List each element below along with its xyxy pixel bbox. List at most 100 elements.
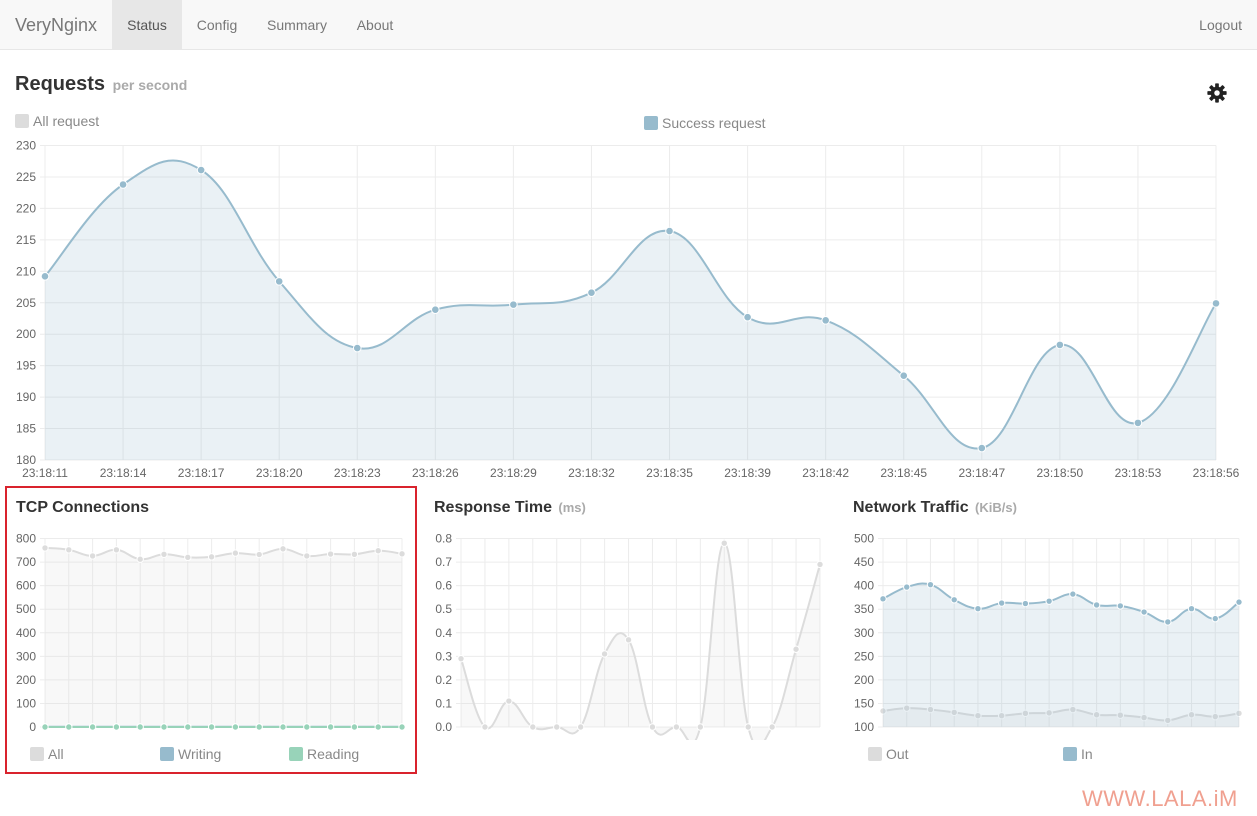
data-point — [1140, 608, 1148, 616]
data-point — [879, 707, 887, 715]
series-area — [45, 547, 402, 727]
gear-icon[interactable] — [1206, 82, 1228, 104]
x-tick-label: 23:18:11 — [22, 466, 68, 480]
legend-out[interactable]: Out — [868, 746, 909, 762]
data-point — [743, 312, 752, 322]
legend-all-request[interactable]: All request — [15, 113, 99, 129]
y-tick-label: 150 — [854, 696, 874, 710]
series-area — [883, 708, 1239, 727]
data-point — [184, 553, 192, 562]
data-point — [1211, 299, 1221, 308]
data-point — [1092, 601, 1101, 609]
x-tick-label: 23:18:23 — [334, 466, 381, 480]
y-tick-label: 230 — [16, 139, 36, 153]
data-point — [926, 580, 935, 589]
y-tick-label: 0.4 — [435, 626, 452, 640]
x-tick-label: 23:18:50 — [1037, 466, 1084, 480]
data-point — [1235, 709, 1243, 718]
requests-chart: 180 185 190 195 200 205 210 215 220 225 230 23:18:1… — [16, 139, 1240, 481]
y-tick-label: 600 — [16, 579, 36, 593]
y-tick-label: 700 — [16, 555, 36, 569]
data-point — [196, 165, 206, 175]
data-point — [160, 550, 168, 558]
data-point — [1116, 602, 1125, 610]
network-chart: 100 150 200 250 300 350 400 450 500 — [854, 532, 1243, 734]
data-point — [505, 697, 513, 705]
data-point — [997, 599, 1006, 607]
tab-status[interactable]: Status — [112, 0, 182, 50]
y-tick-label: 220 — [16, 201, 36, 215]
y-tick-label: 0.5 — [435, 602, 452, 616]
data-point — [899, 371, 909, 381]
x-tick-label: 23:18:14 — [100, 466, 147, 480]
series-area — [461, 543, 820, 740]
legend-in[interactable]: In — [1063, 746, 1093, 762]
x-tick-label: 23:18:53 — [1115, 466, 1162, 480]
data-point — [1164, 618, 1172, 626]
data-point — [1235, 598, 1243, 606]
tab-about[interactable]: About — [356, 17, 394, 33]
data-point — [903, 583, 911, 591]
y-tick-label: 200 — [16, 327, 36, 341]
data-point — [587, 288, 596, 297]
legend-label: Success request — [662, 115, 766, 131]
series-area — [883, 583, 1239, 727]
data-point — [720, 539, 728, 547]
y-tick-label: 200 — [854, 673, 874, 687]
data-point — [41, 544, 49, 552]
response-title-text: Response Time — [434, 499, 552, 516]
data-point — [41, 723, 49, 731]
series-line — [460, 542, 821, 740]
legend-swatch — [644, 116, 658, 130]
data-point — [509, 300, 518, 309]
network-title-text: Network Traffic — [853, 499, 969, 516]
legend-success-request[interactable]: Success request — [644, 115, 766, 131]
y-tick-label: 0.6 — [435, 579, 452, 593]
legend-label: Reading — [307, 746, 360, 762]
x-tick-label: 23:18:39 — [724, 466, 771, 480]
data-point — [350, 550, 359, 558]
data-point — [1164, 716, 1172, 725]
y-tick-label: 350 — [854, 602, 874, 616]
data-point — [553, 723, 561, 731]
navbar: VeryNginx Status Config Summary About Lo… — [0, 0, 1257, 50]
y-tick-label: 400 — [16, 626, 36, 640]
legend-label: Out — [886, 746, 909, 762]
logout-link[interactable]: Logout — [1199, 17, 1242, 33]
data-point — [303, 723, 311, 731]
tab-config[interactable]: Config — [196, 17, 238, 33]
x-tick-label: 23:18:20 — [256, 466, 303, 480]
data-point — [696, 723, 705, 731]
data-point — [576, 723, 585, 731]
y-tick-label: 0.1 — [435, 696, 452, 710]
data-point — [1055, 340, 1065, 350]
data-point — [1133, 418, 1143, 428]
data-point — [821, 316, 830, 325]
data-point — [1069, 590, 1077, 598]
data-point — [792, 645, 800, 653]
data-point — [974, 605, 982, 613]
data-point — [352, 343, 362, 353]
data-point — [926, 705, 935, 714]
legend-label: In — [1081, 746, 1093, 762]
y-tick-label: 180 — [16, 453, 36, 467]
legend-swatch — [289, 747, 303, 761]
data-point — [457, 654, 465, 663]
legend-reading[interactable]: Reading — [289, 746, 359, 762]
brand-logo[interactable]: VeryNginx — [15, 15, 98, 35]
y-tick-label: 0.8 — [435, 532, 452, 546]
data-point — [303, 552, 311, 560]
data-point — [207, 723, 216, 731]
data-point — [529, 723, 537, 731]
data-point — [665, 226, 674, 236]
legend-swatch — [868, 747, 882, 761]
tab-summary[interactable]: Summary — [267, 17, 327, 33]
y-tick-label: 100 — [16, 696, 36, 710]
y-tick-label: 500 — [854, 532, 874, 546]
legend-all[interactable]: All — [30, 746, 64, 762]
legend-writing[interactable]: Writing — [160, 746, 221, 762]
y-tick-label: 450 — [854, 555, 874, 569]
data-point — [768, 723, 776, 731]
y-tick-label: 185 — [16, 422, 36, 436]
data-point — [160, 723, 168, 731]
